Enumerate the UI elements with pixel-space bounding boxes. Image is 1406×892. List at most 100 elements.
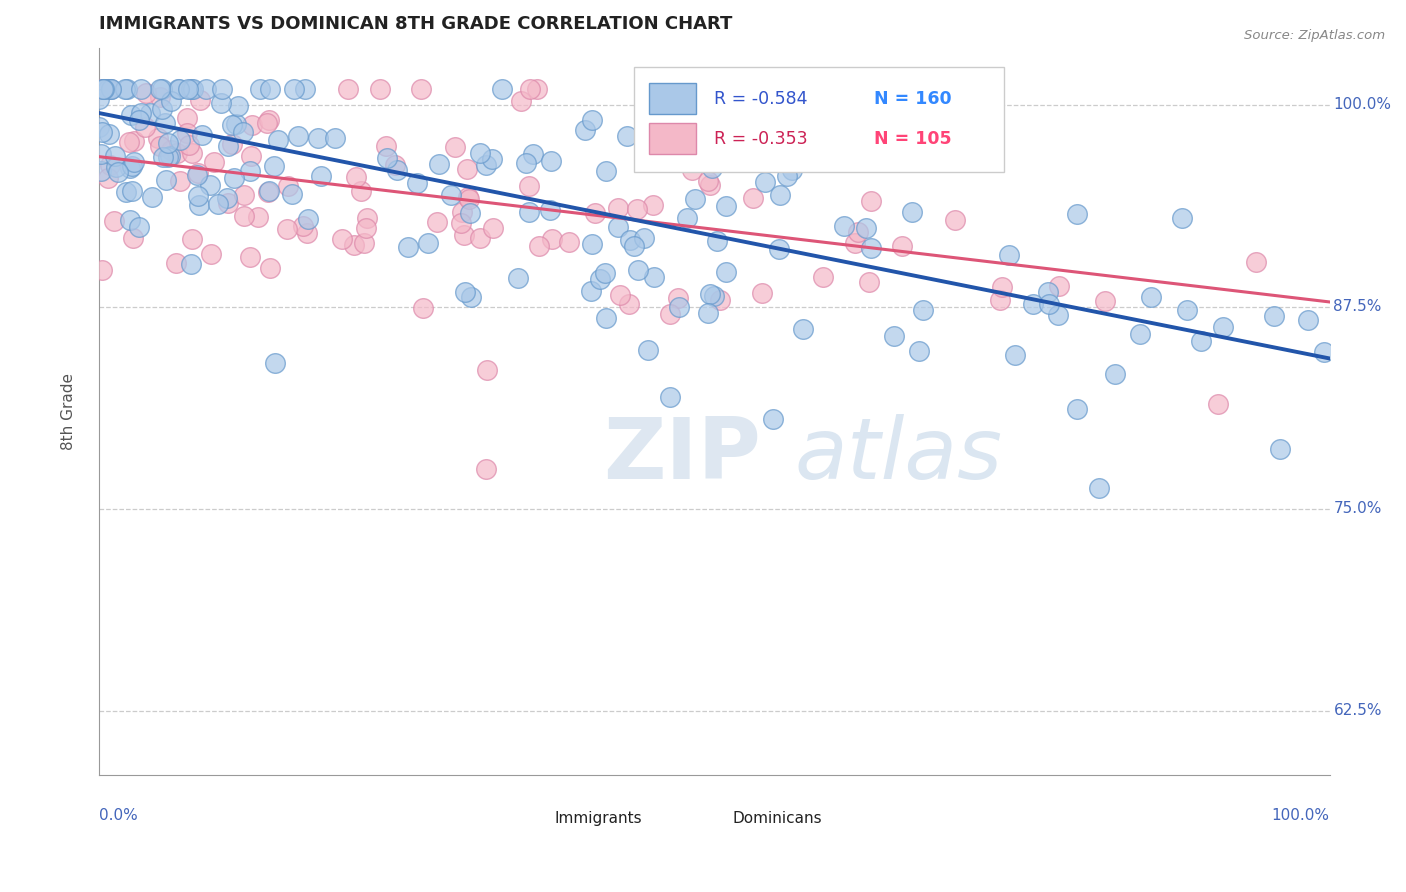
Point [517,204,540,219]
Point [259,184,281,198]
Text: N = 160: N = 160 [875,89,952,108]
Point [641,198,664,212]
Point [209,95,232,110]
Point [477,363,499,377]
Point [188,198,211,212]
Point [233,188,256,202]
Point [240,119,263,133]
Point [105,160,128,174]
Point [1263,309,1285,323]
Point [1104,367,1126,381]
Point [460,206,482,220]
Point [180,82,202,96]
FancyBboxPatch shape [634,67,1004,172]
Point [846,225,869,239]
Point [538,203,561,218]
Point [122,231,145,245]
Point [200,178,222,192]
Point [607,219,630,234]
Point [609,288,631,302]
Point [515,156,537,170]
Point [107,164,129,178]
Point [832,219,855,234]
Point [93,82,115,96]
Point [166,82,188,96]
Point [167,82,190,96]
Point [217,139,239,153]
Point [406,176,429,190]
Point [841,103,863,118]
Point [186,168,208,182]
Text: R = -0.353: R = -0.353 [714,129,808,147]
Point [257,185,280,199]
Point [1175,302,1198,317]
Point [595,266,617,280]
Point [457,189,479,203]
Point [1296,313,1319,327]
Point [482,220,505,235]
Point [354,221,377,235]
Point [558,235,581,249]
Point [187,189,209,203]
Point [177,138,200,153]
Point [98,127,121,141]
Point [574,122,596,136]
Point [187,165,209,179]
Text: 8th Grade: 8th Grade [60,373,76,450]
Point [911,303,934,318]
Text: 100.0%: 100.0% [1272,808,1330,822]
Point [633,231,655,245]
Point [792,322,814,336]
Point [685,192,707,206]
Point [1171,211,1194,226]
Point [440,188,463,202]
Point [676,211,699,225]
Point [120,212,142,227]
Point [155,115,177,129]
Point [181,82,204,96]
Text: R = -0.584: R = -0.584 [714,89,808,108]
Point [152,150,174,164]
Point [517,178,540,193]
Point [716,199,738,213]
Text: 75.0%: 75.0% [1333,501,1382,516]
Point [1066,401,1088,416]
Point [191,128,214,142]
Point [418,235,440,250]
Point [90,263,112,277]
Point [396,240,419,254]
Point [256,116,278,130]
Point [239,250,262,264]
Point [526,82,548,96]
Point [166,145,188,160]
Point [768,187,790,202]
Point [117,82,139,96]
Point [194,82,217,96]
Point [157,136,180,150]
Point [146,130,169,145]
Point [356,211,378,225]
Point [453,227,475,242]
Point [762,412,785,426]
Point [384,158,406,172]
Point [103,213,125,227]
Text: ZIP: ZIP [603,414,761,497]
Point [637,343,659,357]
Point [90,82,112,96]
Text: Source: ZipAtlas.com: Source: ZipAtlas.com [1244,29,1385,42]
Point [98,158,121,172]
Point [330,232,353,246]
Point [291,219,314,234]
Point [709,293,731,307]
Point [311,169,333,184]
Point [1139,290,1161,304]
Point [1268,442,1291,457]
Point [426,214,449,228]
Point [343,237,366,252]
Point [412,301,434,315]
Point [1022,296,1045,310]
Point [267,133,290,147]
Point [595,164,617,178]
Point [1066,207,1088,221]
Text: Dominicans: Dominicans [733,811,823,826]
